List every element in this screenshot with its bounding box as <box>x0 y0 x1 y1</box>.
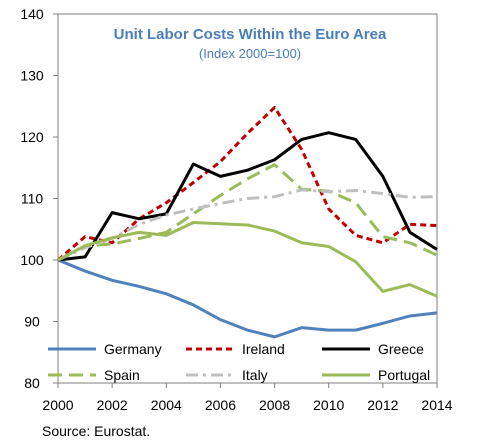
series-line-italy <box>57 188 438 262</box>
legend: Germany Ireland Greece Spain Italy Portugal <box>48 341 430 383</box>
series-line-portugal <box>57 220 438 298</box>
series-line-greece <box>57 131 438 262</box>
legend-label-portugal: Portugal <box>378 367 430 383</box>
y-tick-label: 120 <box>20 129 44 145</box>
y-tick-label: 80 <box>24 375 40 391</box>
chart-title: Unit Labor Costs Within the Euro Area <box>114 26 387 43</box>
legend-label-greece: Greece <box>378 341 424 357</box>
series-line-germany <box>57 258 438 339</box>
y-tick-label: 130 <box>20 68 44 84</box>
x-tick-label: 2010 <box>313 397 344 413</box>
legend-label-spain: Spain <box>104 367 140 383</box>
x-tick-label: 2002 <box>97 397 128 413</box>
y-tick-label: 140 <box>20 6 44 22</box>
source-note: Source: Eurostat. <box>42 423 151 439</box>
series-layer <box>57 105 438 339</box>
x-tick-label: 2006 <box>205 397 236 413</box>
x-tick-label: 2008 <box>259 397 290 413</box>
chart-subtitle: (Index 2000=100) <box>199 46 301 61</box>
x-tick-label: 2014 <box>421 397 452 413</box>
x-tick-label: 2000 <box>42 397 73 413</box>
legend-label-germany: Germany <box>104 341 162 357</box>
y-tick-label: 110 <box>21 191 44 207</box>
y-tick-label: 90 <box>24 314 40 330</box>
legend-label-italy: Italy <box>242 367 268 383</box>
y-tick-label: 100 <box>20 252 44 268</box>
x-tick-label: 2004 <box>151 397 182 413</box>
legend-label-ireland: Ireland <box>242 341 285 357</box>
series-line-spain <box>57 163 438 262</box>
axes: 80 90 100 110 120 130 140 2000 2002 2004 2006 2008 2… <box>20 6 452 413</box>
x-tick-label: 2012 <box>367 397 398 413</box>
